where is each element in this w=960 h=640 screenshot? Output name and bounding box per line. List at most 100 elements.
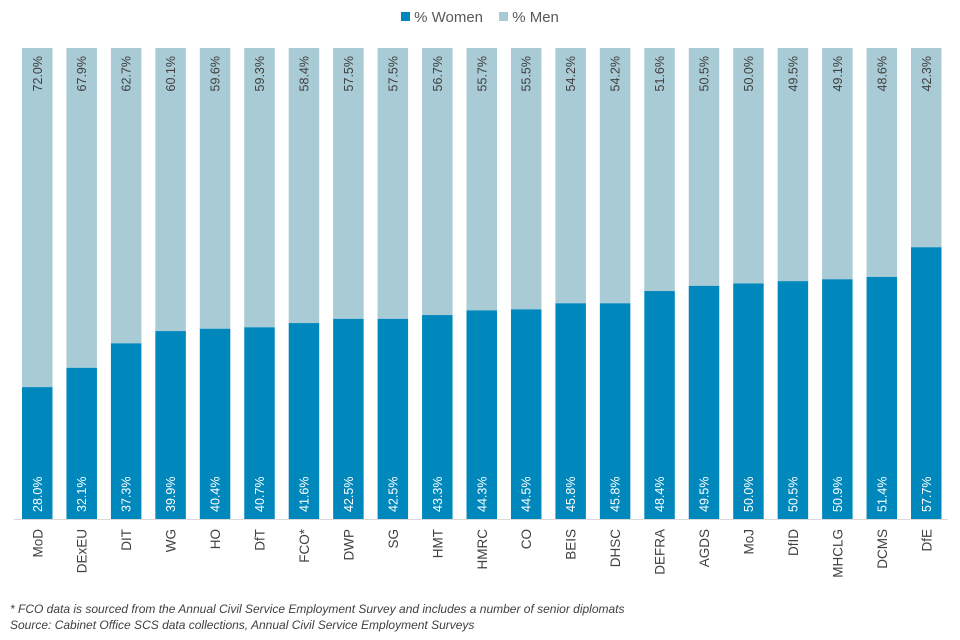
bar-men (822, 48, 853, 280)
x-tick-label: WG (164, 529, 179, 552)
bar-women (244, 327, 275, 519)
data-label-men: 57.5% (386, 56, 400, 91)
bar-women (466, 310, 497, 519)
data-label-men: 59.3% (253, 56, 267, 91)
bar-women (688, 285, 720, 519)
fco-footnote: * FCO data is sourced from the Annual Ci… (10, 602, 625, 616)
data-label-men: 50.0% (742, 56, 756, 91)
data-label-women: 50.9% (831, 477, 845, 512)
bar-men (22, 48, 53, 388)
bar-men (466, 48, 497, 311)
x-tick-label: SG (386, 529, 401, 549)
data-label-men: 60.1% (164, 56, 178, 91)
x-tick-label: DCMS (875, 529, 890, 569)
data-label-women: 28.0% (31, 477, 45, 512)
bar-women (510, 309, 542, 519)
data-label-women: 39.9% (164, 477, 178, 512)
bar-men (66, 48, 97, 368)
x-tick-label: DWP (341, 529, 356, 561)
data-label-men: 59.6% (209, 56, 223, 91)
bar-men (110, 48, 142, 344)
data-label-men: 55.5% (520, 56, 534, 91)
legend-swatch-men (499, 12, 509, 21)
x-tick-label: DIT (119, 529, 134, 551)
bar-women (644, 291, 675, 519)
data-label-men: 58.4% (297, 56, 311, 91)
bar-men (866, 48, 898, 277)
bar-women (377, 318, 409, 519)
bar-women (110, 343, 142, 519)
data-label-women: 37.3% (120, 477, 134, 512)
data-label-men: 54.2% (564, 56, 578, 91)
data-label-women: 43.3% (431, 477, 445, 512)
x-tick-label: DEFRA (653, 529, 668, 575)
bar-men (777, 48, 809, 282)
bar-women (866, 276, 898, 519)
x-tick-label: CO (519, 529, 534, 549)
x-tick-label: AGDS (697, 529, 712, 567)
x-tick-label: MHCLG (830, 529, 845, 578)
x-tick-label: DExEU (75, 529, 90, 573)
data-label-women: 40.7% (253, 477, 267, 512)
x-tick-label: MoJ (741, 529, 756, 555)
data-label-men: 49.1% (831, 56, 845, 91)
data-label-men: 56.7% (431, 56, 445, 91)
bar-women (733, 283, 764, 519)
bar-women (422, 315, 453, 519)
legend-label-women: % Women (414, 9, 484, 26)
bar-men (510, 48, 542, 310)
bar-men (377, 48, 409, 319)
data-label-women: 44.5% (520, 477, 534, 512)
data-label-women: 45.8% (609, 477, 623, 512)
data-label-women: 42.5% (342, 477, 356, 512)
data-label-men: 49.5% (786, 56, 800, 91)
bar-men (333, 48, 364, 319)
bar-women (777, 281, 809, 519)
data-label-men: 42.3% (920, 56, 934, 91)
bar-men (288, 48, 320, 324)
bar-men (688, 48, 720, 286)
data-label-men: 72.0% (31, 56, 45, 91)
bar-men (244, 48, 275, 328)
bar-men (644, 48, 675, 292)
x-tick-label: HMRC (475, 529, 490, 570)
data-label-men: 55.7% (475, 56, 489, 91)
data-label-men: 48.6% (875, 56, 889, 91)
data-label-women: 44.3% (475, 477, 489, 512)
data-label-women: 32.1% (75, 477, 89, 512)
x-tick-label: DfT (253, 529, 268, 551)
data-label-women: 48.4% (653, 477, 667, 512)
bar-men (599, 48, 631, 304)
bar-men (422, 48, 453, 316)
x-tick-label: DfID (786, 529, 801, 556)
bar-women (822, 279, 853, 519)
x-tick-label: DfE (919, 529, 934, 552)
x-tick-label: DHSC (608, 529, 623, 568)
chart-legend: % Women % Men (0, 9, 960, 26)
x-tick-label: FCO* (297, 528, 312, 562)
bar-women (155, 331, 186, 519)
bar-women (911, 247, 942, 519)
bar-men (155, 48, 186, 332)
bar-women (22, 387, 53, 519)
x-tick-label: HMT (430, 529, 445, 558)
data-label-women: 40.4% (209, 477, 223, 512)
bar-men (199, 48, 231, 329)
bar-men (555, 48, 586, 304)
data-label-women: 41.6% (297, 477, 311, 512)
legend-item-women: % Women (401, 9, 483, 26)
stacked-bar-chart: 72.0% 28.0% MoD 67.9% 32.1% DExEU 62.7% 37.3% DI… (14, 48, 948, 578)
x-tick-label: BEIS (564, 529, 579, 560)
source-note: Source: Cabinet Office SCS data collecti… (10, 618, 475, 632)
data-label-women: 50.0% (742, 477, 756, 512)
data-label-men: 50.5% (698, 56, 712, 91)
bar-men (733, 48, 764, 284)
data-label-women: 49.5% (698, 477, 712, 512)
legend-item-men: % Men (499, 9, 559, 26)
legend-swatch-women (401, 12, 411, 21)
bar-men (911, 48, 942, 248)
x-tick-label: MoD (30, 529, 45, 558)
data-label-men: 62.7% (120, 56, 134, 91)
data-label-women: 45.8% (564, 477, 578, 512)
footnotes: * FCO data is sourced from the Annual Ci… (10, 601, 625, 633)
